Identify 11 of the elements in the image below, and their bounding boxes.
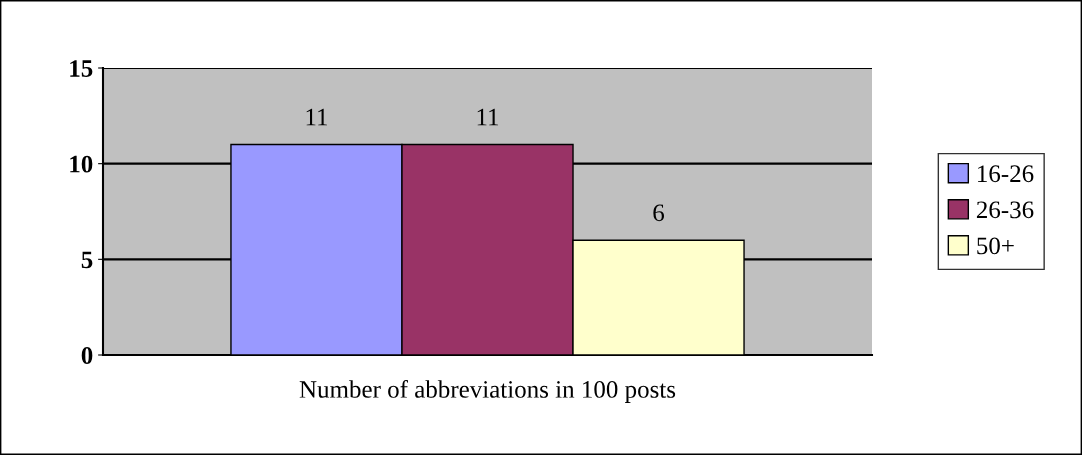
x-tick-label: Number of abbreviations in 100 posts: [299, 380, 676, 403]
legend-label: 16-26: [978, 165, 1034, 183]
data-label: 11: [306, 108, 328, 126]
data-label: 11: [477, 108, 499, 126]
data-label: 6: [653, 204, 665, 222]
y-tick-label: 10: [70, 155, 93, 173]
legend-label: 50+: [977, 237, 1014, 255]
y-tick-label: 15: [70, 60, 93, 77]
y-tick-label: 0: [81, 347, 93, 364]
legend-label: 26-36: [976, 201, 1034, 219]
y-tick-label: 5: [81, 251, 93, 269]
